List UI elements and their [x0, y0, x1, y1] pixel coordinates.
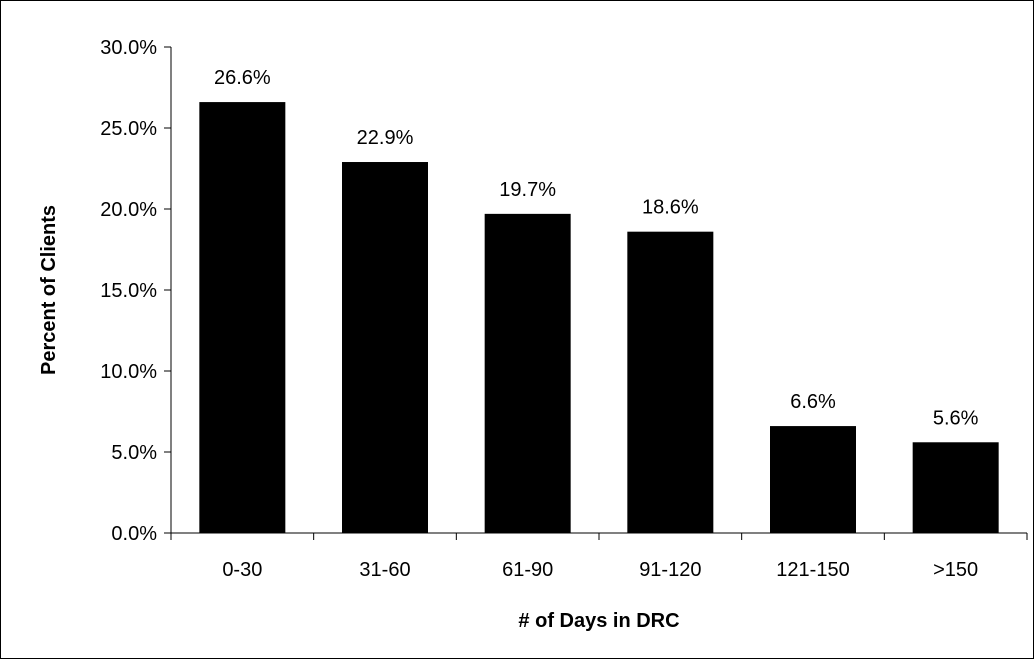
data-label: 6.6% — [790, 391, 836, 413]
x-tick-label: >150 — [933, 559, 978, 581]
y-tick-label: 25.0% — [100, 118, 157, 140]
bar — [770, 426, 856, 533]
data-label: 22.9% — [357, 127, 414, 149]
bar — [912, 442, 999, 533]
y-tick-label: 15.0% — [100, 280, 157, 302]
y-tick-label: 10.0% — [100, 361, 157, 383]
x-tick-label: 0-30 — [222, 559, 262, 581]
bars — [199, 102, 999, 534]
y-tick-label: 20.0% — [100, 199, 157, 221]
y-tick-label: 0.0% — [111, 523, 157, 545]
y-tick-label: 5.0% — [111, 442, 157, 464]
data-label: 18.6% — [642, 197, 699, 219]
bar — [484, 213, 571, 534]
bar — [342, 162, 428, 533]
x-tick-label: 121-150 — [776, 559, 849, 581]
x-tick-label: 31-60 — [359, 559, 410, 581]
y-tick-label: 30.0% — [100, 37, 157, 59]
data-labels: 26.6% 22.9% 19.7% 18.6% 6.6% 5.6% — [214, 67, 979, 429]
data-label: 19.7% — [499, 179, 556, 201]
y-axis-title: Percent of Clients — [38, 205, 60, 375]
x-tick-label: 61-90 — [502, 559, 553, 581]
bar — [627, 231, 714, 533]
x-axis-title: # of Days in DRC — [518, 610, 679, 632]
data-label: 26.6% — [214, 67, 271, 89]
data-label: 5.6% — [933, 407, 979, 429]
x-tick-label: 91-120 — [639, 559, 701, 581]
bar — [199, 102, 286, 533]
y-axis: 0.0% 5.0% 10.0% 15.0% 20.0% 25.0% 30.0% — [100, 37, 172, 545]
x-axis: 0-30 31-60 61-90 91-120 121-150 >150 — [170, 532, 1028, 581]
